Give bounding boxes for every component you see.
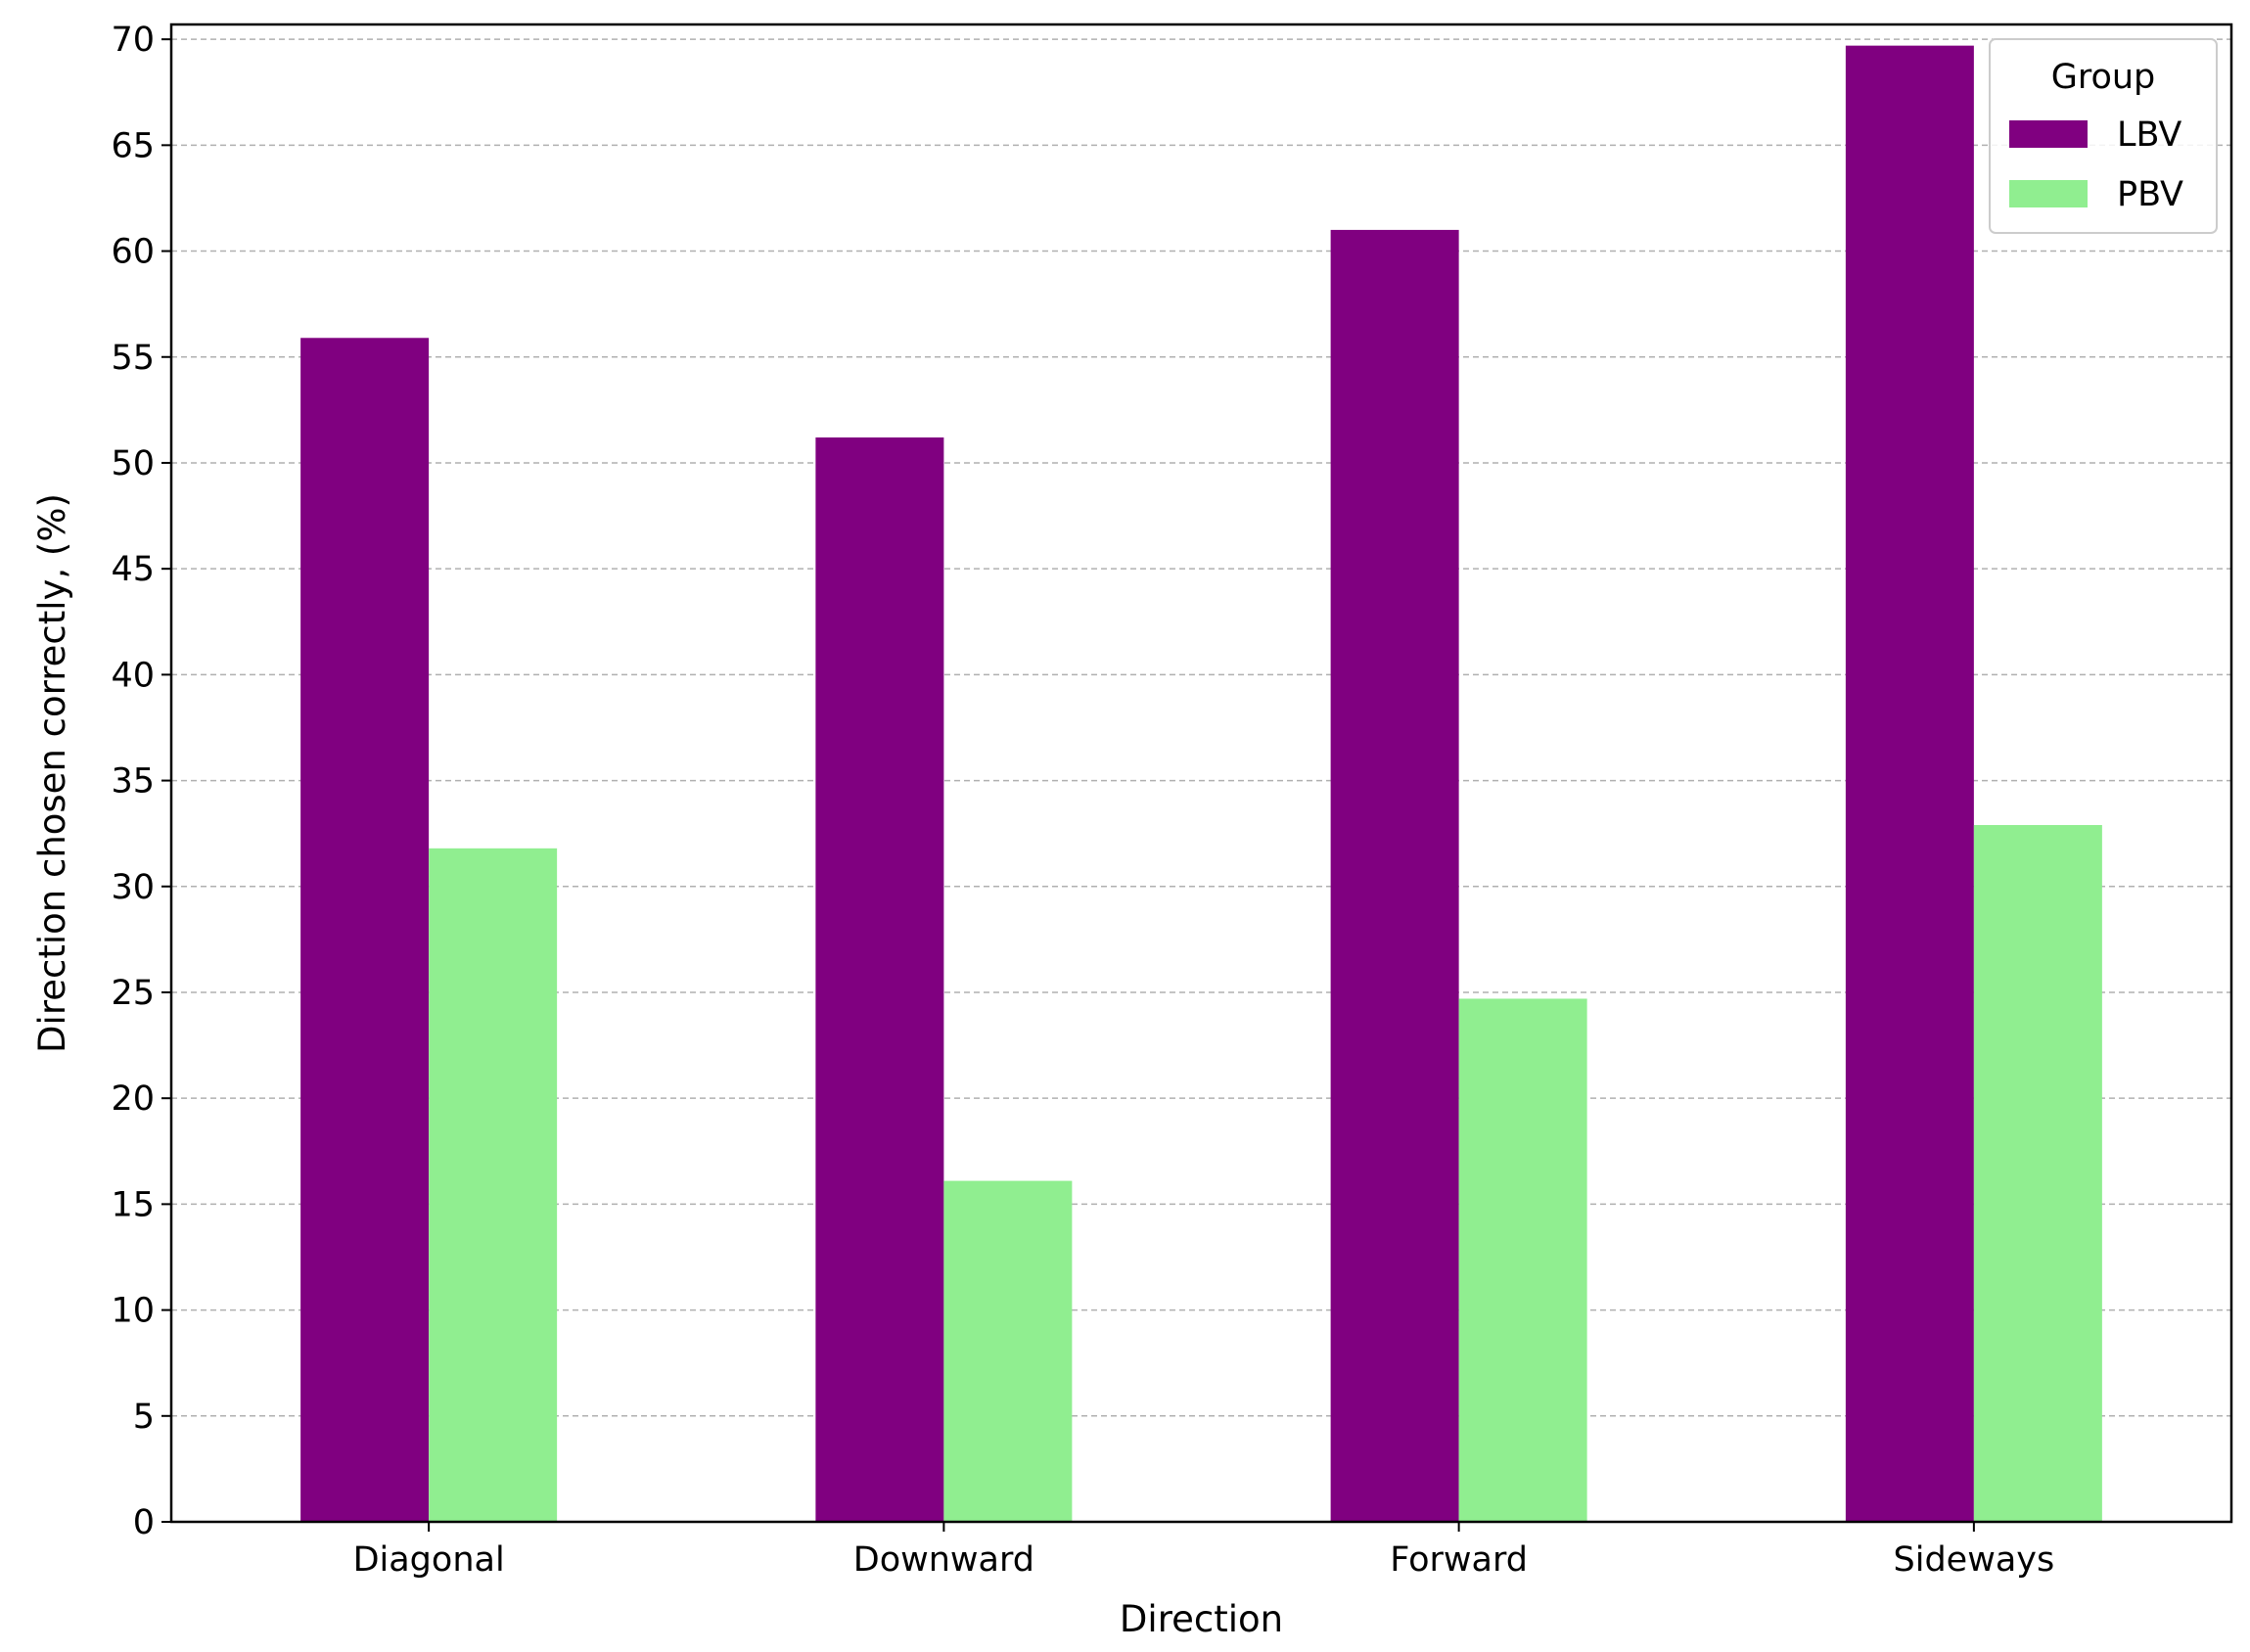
y-tick-label-40: 40	[111, 656, 155, 695]
y-tick-label-60: 60	[111, 233, 155, 272]
bar-lbv-sideways	[1845, 45, 1974, 1522]
y-tick-label-30: 30	[111, 868, 155, 907]
y-tick-label-55: 55	[111, 339, 155, 378]
legend-title: Group	[2051, 58, 2156, 97]
plot-frame	[169, 23, 2233, 1524]
y-tick-label-5: 5	[133, 1398, 155, 1437]
legend-swatch-lbv	[2009, 120, 2088, 148]
bar-pbv-sideways	[1973, 825, 2102, 1522]
y-tick-label-0: 0	[133, 1503, 155, 1542]
bar-pbv-downward	[943, 1180, 1073, 1522]
x-tick-label-forward: Forward	[1390, 1540, 1528, 1580]
legend: Group LBV PBV	[1989, 38, 2218, 234]
x-axis-title: Direction	[1120, 1598, 1283, 1640]
y-tick-label-70: 70	[111, 21, 155, 60]
y-tick-label-45: 45	[111, 550, 155, 589]
bar-lbv-forward	[1330, 229, 1459, 1522]
legend-swatch-pbv	[2009, 180, 2088, 207]
bars	[300, 45, 2102, 1522]
y-tick-label-15: 15	[111, 1185, 155, 1224]
y-tick-label-35: 35	[111, 762, 155, 802]
y-axis-title: Direction chosen correctly, (%)	[31, 493, 73, 1053]
y-axis: 0 5 10 15 20 25 30 35 40 45 50 55 60 65 70	[111, 21, 171, 1542]
legend-label-pbv: PBV	[2117, 175, 2183, 214]
y-tick-label-65: 65	[111, 126, 155, 165]
legend-label-lbv: LBV	[2117, 115, 2181, 155]
x-tick-label-downward: Downward	[853, 1540, 1034, 1580]
x-tick-label-sideways: Sideways	[1894, 1540, 2055, 1580]
bar-lbv-diagonal	[300, 338, 430, 1522]
bar-pbv-forward	[1458, 998, 1587, 1522]
bar-lbv-downward	[815, 436, 944, 1522]
bar-pbv-diagonal	[429, 848, 558, 1522]
y-tick-label-10: 10	[111, 1292, 155, 1331]
x-axis: Diagonal Downward Forward Sideways	[353, 1522, 2055, 1580]
y-tick-label-50: 50	[111, 444, 155, 483]
y-tick-label-20: 20	[111, 1079, 155, 1119]
x-tick-label-diagonal: Diagonal	[353, 1540, 505, 1580]
y-tick-label-25: 25	[111, 974, 155, 1013]
